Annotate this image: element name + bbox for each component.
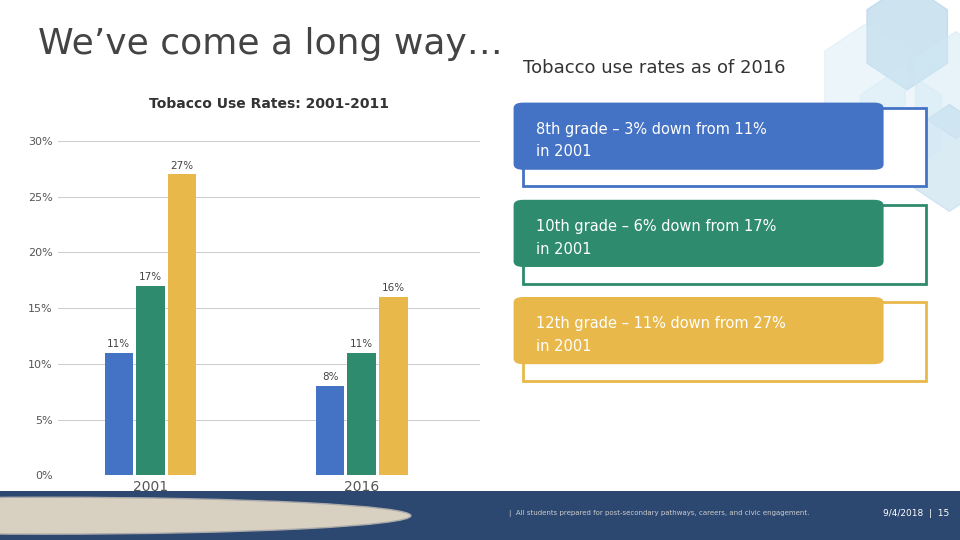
Bar xyxy=(136,286,165,475)
Text: 8%: 8% xyxy=(322,372,338,382)
Polygon shape xyxy=(860,68,941,175)
Bar xyxy=(168,174,197,475)
Text: We’ve come a long way…: We’ve come a long way… xyxy=(38,27,503,61)
Text: 12th grade – 11% down from 27%: 12th grade – 11% down from 27% xyxy=(536,316,785,332)
Bar xyxy=(316,386,345,475)
Text: 10th grade – 6% down from 17%: 10th grade – 6% down from 17% xyxy=(536,219,776,234)
Text: |  All students prepared for post-secondary pathways, careers, and civic engagem: | All students prepared for post-seconda… xyxy=(509,510,809,517)
Bar xyxy=(348,353,376,475)
Text: 17%: 17% xyxy=(139,272,162,282)
Title: Tobacco Use Rates: 2001-2011: Tobacco Use Rates: 2001-2011 xyxy=(149,97,389,111)
Text: 8th grade – 3% down from 11%: 8th grade – 3% down from 11% xyxy=(536,122,766,137)
Text: Tobacco use rates as of 2016: Tobacco use rates as of 2016 xyxy=(523,59,785,77)
Text: 27%: 27% xyxy=(171,160,194,171)
Bar xyxy=(105,353,133,475)
Bar xyxy=(379,297,408,475)
Polygon shape xyxy=(916,31,960,138)
Polygon shape xyxy=(825,24,905,131)
Polygon shape xyxy=(867,0,948,90)
Text: 11%: 11% xyxy=(108,339,131,349)
Text: in 2001: in 2001 xyxy=(536,242,591,256)
Text: 11%: 11% xyxy=(350,339,373,349)
Polygon shape xyxy=(909,105,960,212)
Text: in 2001: in 2001 xyxy=(536,145,591,159)
Text: 9/4/2018  |  15: 9/4/2018 | 15 xyxy=(883,509,949,518)
Text: in 2001: in 2001 xyxy=(536,339,591,354)
Circle shape xyxy=(0,497,411,534)
Text: OFFICE OF SUPERINTENDENT OF PUBLIC INSTRUCTION: OFFICE OF SUPERINTENDENT OF PUBLIC INSTR… xyxy=(91,509,369,518)
Text: 16%: 16% xyxy=(382,283,405,293)
